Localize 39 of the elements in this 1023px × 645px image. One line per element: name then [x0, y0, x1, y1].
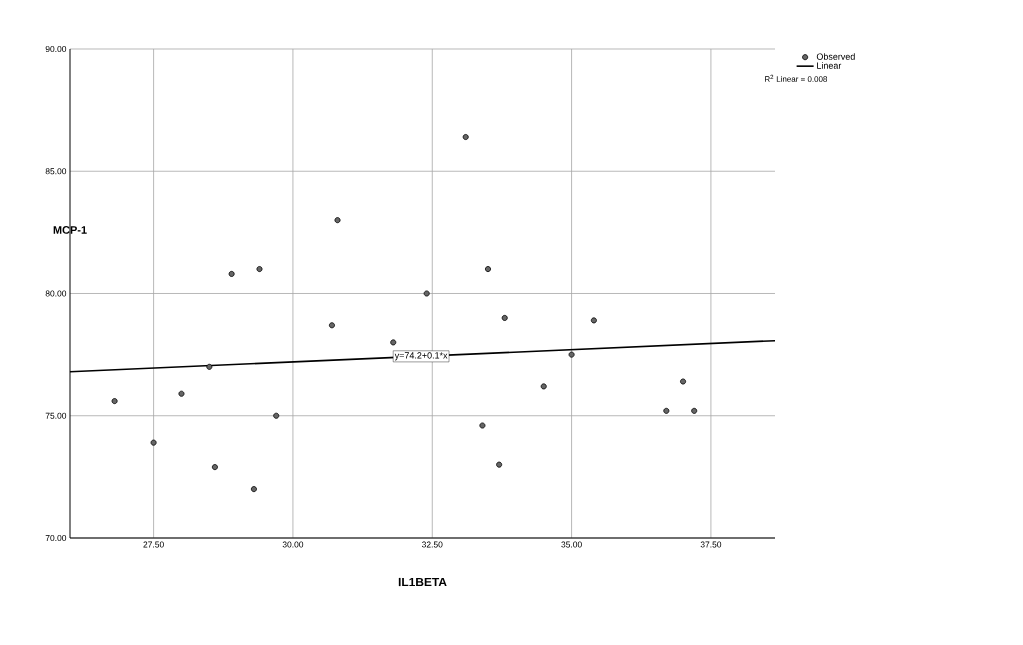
point [250, 486, 257, 493]
point [211, 464, 218, 471]
point [256, 266, 263, 273]
legend-label: Linear [817, 62, 842, 69]
point [273, 412, 280, 419]
annotation: y=74.2+0.1*x [394, 352, 448, 361]
point [390, 339, 397, 346]
point [540, 383, 547, 390]
point [590, 317, 597, 324]
point [496, 461, 503, 468]
point [150, 439, 157, 446]
point [568, 351, 575, 358]
point [462, 134, 469, 141]
point [423, 290, 430, 297]
y-tick-label: 75.00 [45, 412, 67, 419]
x-tick-label: 27.50 [143, 541, 164, 548]
y-axis-title: MCP-1 [53, 226, 87, 234]
y-tick-label: 85.00 [45, 168, 67, 175]
point [663, 407, 670, 414]
x-tick-label: 35.00 [561, 541, 582, 548]
point [680, 378, 687, 385]
point [178, 390, 185, 397]
point [479, 422, 486, 429]
point [328, 322, 335, 329]
legend-label: Observed [816, 53, 855, 60]
point [334, 217, 341, 224]
y-tick-label: 80.00 [45, 290, 67, 297]
y-tick-label: 70.00 [45, 535, 67, 541]
point [691, 407, 698, 414]
x-tick-label: 30.00 [282, 541, 304, 548]
x-axis-title: IL1BETA [398, 577, 447, 587]
point [206, 363, 213, 370]
y-tick-label: 90.00 [45, 46, 67, 52]
point [501, 314, 508, 321]
point [228, 270, 235, 277]
x-tick-label: 37.50 [700, 541, 722, 548]
point [485, 266, 491, 273]
point [111, 398, 118, 405]
x-tick-label: 32.50 [421, 541, 443, 548]
